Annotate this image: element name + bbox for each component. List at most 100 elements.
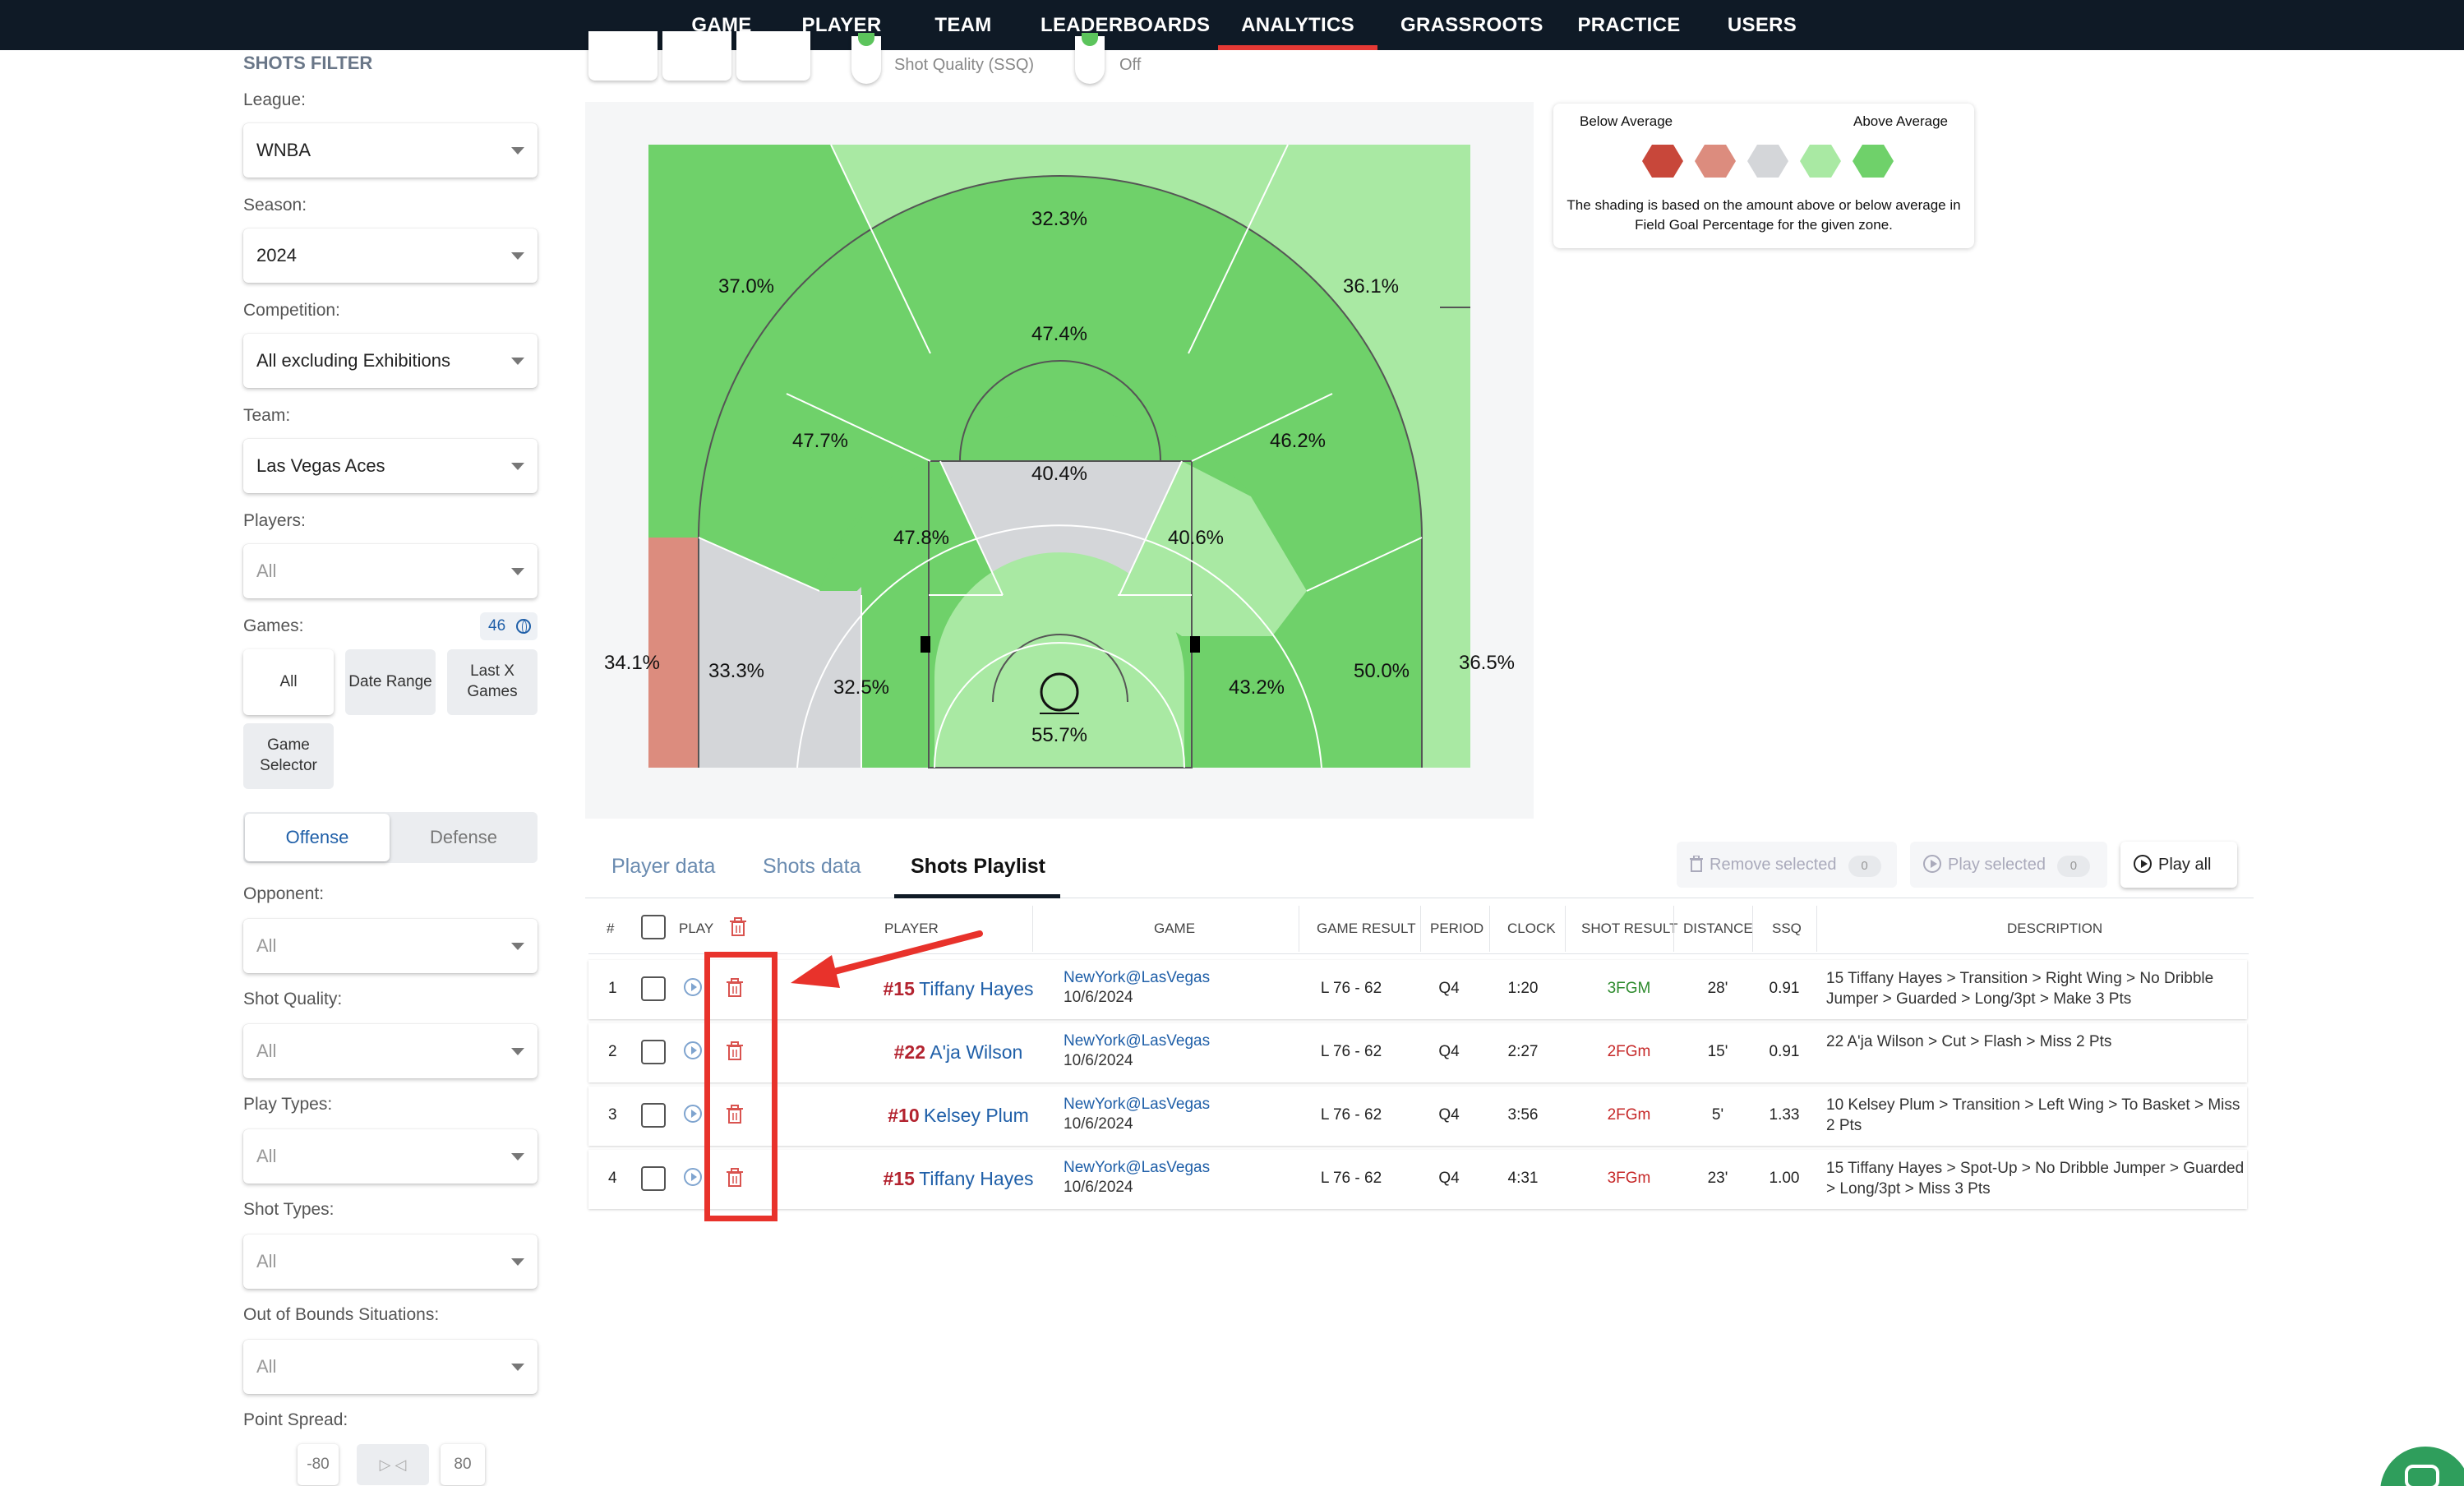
game-link[interactable]: NewYork@LasVegas bbox=[1064, 1032, 1211, 1050]
label-corner3-left: 34.1% bbox=[604, 652, 660, 674]
offense-option[interactable]: Offense bbox=[245, 814, 390, 861]
out-of-bounds-select[interactable]: All bbox=[243, 1340, 538, 1394]
zone-corner3-left[interactable] bbox=[648, 538, 699, 768]
game-cell: NewYork@LasVegas 10/6/2024 bbox=[1064, 1095, 1210, 1134]
col-period[interactable]: PERIOD bbox=[1430, 921, 1484, 936]
row-checkbox[interactable] bbox=[641, 1103, 666, 1128]
game-link[interactable]: NewYork@LasVegas bbox=[1064, 969, 1211, 986]
players-select[interactable]: All bbox=[243, 544, 538, 598]
games-count-badge[interactable]: 46 bbox=[480, 612, 538, 640]
play-icon[interactable] bbox=[684, 1105, 702, 1123]
nav-leaderboards[interactable]: LEADERBOARDS bbox=[1041, 14, 1211, 36]
opponent-select[interactable]: All bbox=[243, 919, 538, 973]
player-name-link[interactable]: Kelsey Plum bbox=[923, 1105, 1029, 1126]
player-cell[interactable]: #15 Tiffany Hayes bbox=[819, 978, 1098, 1000]
game-link[interactable]: NewYork@LasVegas bbox=[1064, 1096, 1211, 1113]
play-icon[interactable] bbox=[684, 978, 702, 996]
trash-icon[interactable] bbox=[727, 1041, 743, 1061]
trash-icon[interactable] bbox=[727, 978, 743, 998]
point-spread-max[interactable]: 80 bbox=[441, 1444, 485, 1485]
defense-option[interactable]: Defense bbox=[430, 827, 497, 847]
play-types-select[interactable]: All bbox=[243, 1129, 538, 1184]
shot-result: 2FGm bbox=[1607, 1106, 1651, 1124]
col-description[interactable]: DESCRIPTION bbox=[2007, 921, 2103, 936]
nav-practice[interactable]: PRACTICE bbox=[1577, 14, 1681, 36]
player-name-link[interactable]: Tiffany Hayes bbox=[919, 1168, 1034, 1189]
col-clock[interactable]: CLOCK bbox=[1507, 921, 1556, 936]
zone-ft-line[interactable] bbox=[940, 461, 1182, 595]
tab-shots-playlist[interactable]: Shots Playlist bbox=[911, 855, 1045, 878]
select-all-checkbox[interactable] bbox=[641, 915, 666, 939]
zone-elbow-right[interactable] bbox=[1119, 461, 1307, 636]
shot-types-select[interactable]: All bbox=[243, 1234, 538, 1289]
table-row[interactable]: 2 #22 A'ja Wilson NewYork@LasVegas 10/6/202… bbox=[588, 1023, 2247, 1082]
game-cell: NewYork@LasVegas 10/6/2024 bbox=[1064, 1158, 1210, 1198]
chat-button[interactable] bbox=[2380, 1447, 2464, 1486]
chat-icon bbox=[2405, 1465, 2439, 1486]
remove-selected-button[interactable]: Remove selected 0 bbox=[1677, 842, 1897, 888]
competition-select[interactable]: All excluding Exhibitions bbox=[243, 334, 538, 388]
col-game[interactable]: GAME bbox=[1154, 921, 1196, 936]
period: Q4 bbox=[1438, 1106, 1460, 1124]
trash-icon[interactable] bbox=[727, 1168, 743, 1188]
tab-shots-data[interactable]: Shots data bbox=[763, 855, 861, 878]
nav-users[interactable]: USERS bbox=[1727, 14, 1797, 36]
chevron-down-icon bbox=[511, 252, 524, 260]
zone-short-left[interactable] bbox=[792, 591, 861, 768]
tab-player-data[interactable]: Player data bbox=[611, 855, 716, 878]
play-icon[interactable] bbox=[684, 1168, 702, 1186]
label-restricted: 55.7% bbox=[1031, 724, 1087, 746]
nav-player[interactable]: PLAYER bbox=[801, 14, 882, 36]
games-last-x-button[interactable]: Last X Games bbox=[447, 649, 538, 715]
table-row[interactable]: 3 #10 Kelsey Plum NewYork@LasVegas 10/6/202… bbox=[588, 1087, 2247, 1146]
shot-quality-select[interactable]: All bbox=[243, 1024, 538, 1078]
point-spread-slider[interactable]: ▷ ◁ bbox=[357, 1444, 429, 1485]
league-select[interactable]: WNBA bbox=[243, 123, 538, 178]
col-num: # bbox=[607, 921, 615, 936]
header-trash-icon[interactable] bbox=[730, 917, 746, 937]
player-cell[interactable]: #22 A'ja Wilson bbox=[819, 1041, 1098, 1064]
games-all-button[interactable]: All bbox=[243, 649, 334, 715]
season-label: Season: bbox=[243, 196, 307, 215]
player-cell[interactable]: #10 Kelsey Plum bbox=[819, 1105, 1098, 1127]
ssq-toggle[interactable] bbox=[851, 33, 881, 84]
season-select[interactable]: 2024 bbox=[243, 228, 538, 283]
col-game-result[interactable]: GAME RESULT bbox=[1317, 921, 1416, 936]
zones-32-button[interactable] bbox=[736, 31, 810, 81]
game-result: L 76 - 62 bbox=[1320, 1106, 1382, 1124]
chevron-down-icon bbox=[511, 463, 524, 470]
player-name-link[interactable]: Tiffany Hayes bbox=[919, 978, 1034, 999]
col-shot-result[interactable]: SHOT RESULT bbox=[1581, 921, 1678, 936]
col-ssq[interactable]: SSQ bbox=[1772, 921, 1802, 936]
period: Q4 bbox=[1438, 980, 1460, 997]
play-icon[interactable] bbox=[684, 1041, 702, 1059]
nav-analytics[interactable]: ANALYTICS bbox=[1241, 14, 1354, 36]
games-selector-button[interactable]: Game Selector bbox=[243, 723, 334, 789]
period: Q4 bbox=[1438, 1170, 1460, 1187]
play-selected-button[interactable]: Play selected 0 bbox=[1910, 842, 2107, 888]
off-toggle[interactable] bbox=[1075, 33, 1105, 84]
row-number: 1 bbox=[608, 980, 617, 997]
col-distance[interactable]: DISTANCE bbox=[1683, 921, 1753, 936]
nav-grassroots[interactable]: GRASSROOTS bbox=[1400, 14, 1543, 36]
games-date-range-button[interactable]: Date Range bbox=[345, 649, 436, 715]
player-cell[interactable]: #15 Tiffany Hayes bbox=[819, 1168, 1098, 1190]
row-checkbox[interactable] bbox=[641, 1040, 666, 1064]
row-checkbox[interactable] bbox=[641, 1166, 666, 1191]
point-spread-min[interactable]: -80 bbox=[298, 1444, 339, 1485]
legend-hex-strong-above bbox=[1853, 145, 1894, 178]
trash-icon[interactable] bbox=[727, 1105, 743, 1124]
nav-team[interactable]: TEAM bbox=[934, 14, 992, 36]
play-all-button[interactable]: Play all bbox=[2120, 842, 2237, 888]
zone-restricted[interactable] bbox=[934, 552, 1184, 768]
row-checkbox[interactable] bbox=[641, 976, 666, 1001]
table-row[interactable]: 1 #15 Tiffany Hayes NewYork@LasVegas 10/6/2… bbox=[588, 960, 2247, 1019]
game-link[interactable]: NewYork@LasVegas bbox=[1064, 1159, 1211, 1176]
player-name-link[interactable]: A'ja Wilson bbox=[930, 1041, 1023, 1063]
team-select[interactable]: Las Vegas Aces bbox=[243, 439, 538, 493]
distance: 23' bbox=[1707, 1170, 1728, 1187]
table-row[interactable]: 4 #15 Tiffany Hayes NewYork@LasVegas 10/6/2… bbox=[588, 1150, 2247, 1209]
zones-11-button[interactable] bbox=[588, 31, 658, 81]
col-player[interactable]: PLAYER bbox=[884, 921, 939, 936]
zones-16-button[interactable] bbox=[662, 31, 731, 81]
